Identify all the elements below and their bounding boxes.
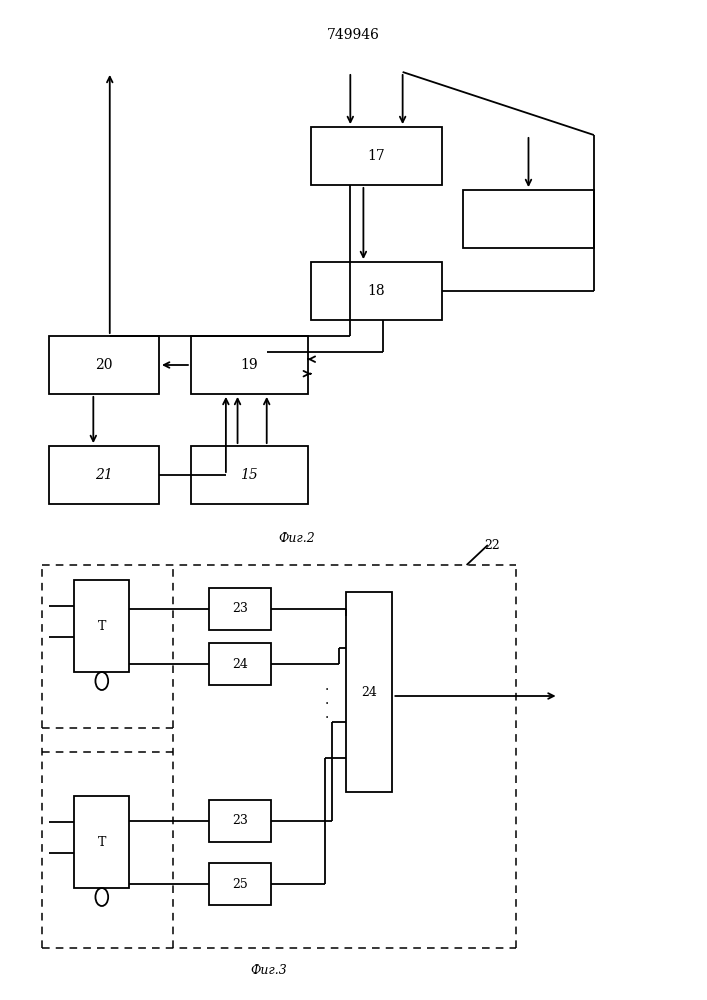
FancyBboxPatch shape <box>191 336 308 394</box>
FancyBboxPatch shape <box>463 190 594 248</box>
FancyBboxPatch shape <box>74 796 129 888</box>
FancyBboxPatch shape <box>49 336 159 394</box>
Text: Фиг.2: Фиг.2 <box>279 532 315 544</box>
Text: 18: 18 <box>368 284 385 298</box>
FancyBboxPatch shape <box>209 800 271 842</box>
Text: 17: 17 <box>368 149 385 163</box>
Text: 20: 20 <box>95 358 113 372</box>
FancyBboxPatch shape <box>74 580 129 672</box>
FancyBboxPatch shape <box>311 127 442 185</box>
FancyBboxPatch shape <box>311 262 442 320</box>
Text: 23: 23 <box>232 814 247 828</box>
Text: 749946: 749946 <box>327 28 380 42</box>
Text: T: T <box>98 619 106 633</box>
Text: 25: 25 <box>232 878 247 890</box>
Text: 15: 15 <box>240 468 258 482</box>
FancyBboxPatch shape <box>191 446 308 504</box>
FancyBboxPatch shape <box>209 588 271 630</box>
Text: 23: 23 <box>232 602 247 615</box>
Text: 22: 22 <box>484 539 500 552</box>
Text: Фиг.3: Фиг.3 <box>250 964 287 976</box>
Text: T: T <box>98 836 106 848</box>
Text: 24: 24 <box>361 686 378 698</box>
FancyBboxPatch shape <box>209 863 271 905</box>
Text: .
.
.: . . . <box>325 679 329 721</box>
Text: 21: 21 <box>95 468 113 482</box>
FancyBboxPatch shape <box>209 643 271 685</box>
Text: 24: 24 <box>232 658 247 670</box>
Text: 19: 19 <box>240 358 258 372</box>
FancyBboxPatch shape <box>346 592 392 792</box>
FancyBboxPatch shape <box>49 446 159 504</box>
